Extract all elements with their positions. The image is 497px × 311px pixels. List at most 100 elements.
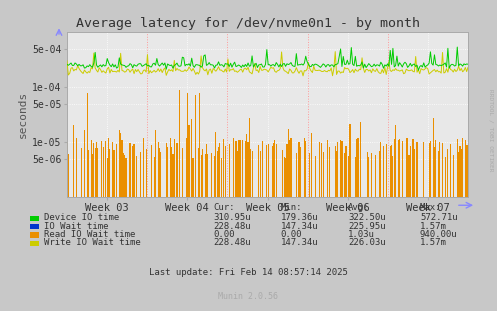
Bar: [434, 147, 435, 311]
Bar: [182, 147, 183, 311]
Bar: [176, 142, 177, 311]
Bar: [386, 144, 387, 311]
Bar: [97, 148, 98, 311]
Text: 147.34u: 147.34u: [281, 239, 319, 247]
Bar: [465, 140, 466, 311]
Bar: [327, 140, 328, 311]
Bar: [330, 147, 331, 311]
Bar: [334, 146, 336, 311]
Bar: [305, 141, 306, 311]
Bar: [458, 152, 459, 311]
Bar: [371, 153, 372, 311]
Bar: [81, 148, 83, 311]
Bar: [116, 144, 117, 311]
Bar: [286, 144, 288, 311]
Bar: [140, 152, 141, 311]
Bar: [179, 90, 180, 311]
Text: Max:: Max:: [420, 203, 441, 212]
Bar: [107, 158, 108, 311]
Bar: [109, 149, 110, 311]
Bar: [92, 154, 93, 311]
Bar: [229, 144, 230, 311]
Bar: [423, 142, 424, 311]
Bar: [161, 152, 162, 311]
Bar: [86, 93, 87, 311]
Bar: [340, 140, 341, 311]
Bar: [172, 154, 173, 311]
Bar: [237, 151, 238, 311]
Bar: [113, 150, 114, 311]
Bar: [321, 143, 323, 311]
Text: 322.50u: 322.50u: [348, 213, 386, 222]
Bar: [240, 140, 241, 311]
Bar: [96, 142, 97, 311]
Bar: [201, 155, 202, 311]
Bar: [238, 140, 239, 311]
Bar: [399, 139, 400, 311]
Text: 225.95u: 225.95u: [348, 222, 386, 230]
Bar: [398, 140, 399, 311]
Bar: [120, 133, 121, 311]
Bar: [468, 145, 469, 311]
Text: 310.95u: 310.95u: [214, 213, 251, 222]
Bar: [123, 153, 124, 311]
Bar: [315, 156, 316, 311]
Bar: [380, 142, 381, 311]
Bar: [242, 140, 243, 311]
Bar: [383, 146, 384, 311]
Bar: [202, 149, 203, 311]
Bar: [192, 158, 194, 311]
Bar: [73, 125, 74, 311]
Bar: [367, 152, 368, 311]
Text: 572.71u: 572.71u: [420, 213, 458, 222]
Bar: [266, 145, 267, 311]
Text: 228.48u: 228.48u: [214, 222, 251, 230]
Bar: [435, 140, 436, 311]
Bar: [406, 138, 407, 311]
Bar: [171, 147, 172, 311]
Bar: [211, 153, 212, 311]
Bar: [90, 140, 92, 311]
Bar: [392, 156, 394, 311]
Bar: [450, 144, 451, 311]
Bar: [272, 146, 273, 311]
Bar: [199, 93, 200, 311]
Bar: [402, 141, 403, 311]
Y-axis label: seconds: seconds: [18, 91, 28, 138]
Bar: [105, 141, 106, 311]
Bar: [414, 149, 415, 311]
Bar: [413, 139, 414, 311]
Bar: [407, 138, 408, 311]
Bar: [187, 93, 188, 311]
Bar: [284, 157, 285, 311]
Bar: [103, 147, 104, 311]
Bar: [410, 146, 411, 311]
Bar: [195, 95, 196, 311]
Bar: [94, 148, 96, 311]
Bar: [282, 151, 283, 311]
Text: Munin 2.0.56: Munin 2.0.56: [219, 292, 278, 301]
Bar: [289, 140, 290, 311]
Bar: [233, 138, 234, 311]
Bar: [186, 138, 187, 311]
Bar: [395, 124, 396, 311]
Bar: [258, 145, 259, 311]
Bar: [336, 151, 337, 311]
Bar: [125, 158, 127, 311]
Bar: [341, 141, 342, 311]
Bar: [112, 142, 113, 311]
Bar: [300, 147, 301, 311]
Bar: [205, 154, 206, 311]
Bar: [218, 146, 219, 311]
Bar: [214, 156, 215, 311]
Bar: [101, 141, 102, 311]
Bar: [191, 119, 192, 311]
Bar: [319, 142, 320, 311]
Bar: [428, 142, 430, 311]
Bar: [453, 155, 454, 311]
Bar: [439, 142, 440, 311]
Text: 226.03u: 226.03u: [348, 239, 386, 247]
Bar: [67, 142, 68, 311]
Text: 179.36u: 179.36u: [281, 213, 319, 222]
Bar: [285, 158, 286, 311]
